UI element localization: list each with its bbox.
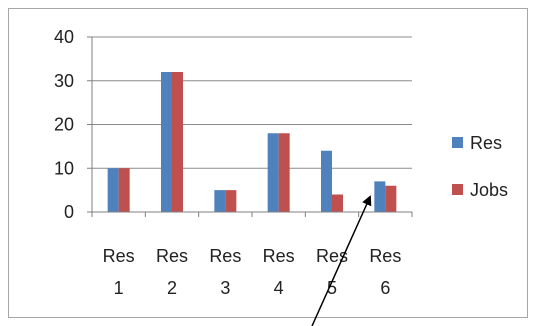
y-tick-label-30: 30	[54, 71, 74, 91]
legend-swatch-res	[452, 137, 463, 148]
bars	[107, 72, 397, 212]
bar-jobs-4	[278, 133, 290, 212]
axes	[87, 36, 413, 217]
x-category-label-2-line1: Res	[156, 246, 188, 266]
x-category-label-5-line2: 5	[327, 278, 337, 298]
y-tick-label-40: 40	[54, 27, 74, 47]
gridlines	[92, 36, 412, 169]
bar-res-2	[161, 72, 172, 212]
y-tick-label-10: 10	[54, 158, 74, 178]
bar-jobs-1	[118, 168, 130, 212]
x-category-label-5-line1: Res	[316, 246, 348, 266]
x-category-label-6-line2: 6	[380, 278, 390, 298]
bar-res-5	[321, 150, 332, 212]
legend-swatch-jobs	[452, 184, 463, 195]
x-category-label-4-line1: Res	[263, 246, 295, 266]
annotation-arrow	[311, 195, 372, 326]
x-category-label-1-line2: 1	[114, 278, 124, 298]
bar-res-6	[374, 181, 386, 212]
legend: Res Jobs	[452, 133, 508, 200]
arrow-annotation	[311, 195, 372, 326]
y-tick-label-20: 20	[54, 115, 74, 135]
y-tick-labels: 0 10 20 30 40	[54, 27, 74, 222]
x-category-label-3-line1: Res	[209, 246, 241, 266]
x-category-label-2-line2: 2	[167, 278, 177, 298]
bar-res-3	[214, 190, 226, 212]
x-category-label-1-line1: Res	[103, 246, 135, 266]
y-tick-label-0: 0	[64, 202, 74, 222]
legend-label-jobs: Jobs	[470, 180, 508, 200]
bar-res-4	[267, 133, 279, 212]
legend-label-res: Res	[470, 133, 502, 153]
bar-jobs-2	[172, 72, 183, 212]
x-category-label-4-line2: 4	[274, 278, 284, 298]
bar-jobs-3	[225, 190, 237, 212]
bar-jobs-5	[332, 194, 343, 212]
x-category-labels: Res 1 Res 2 Res 3 Res 4 Res 5 Res 6	[103, 246, 402, 298]
x-category-label-3-line2: 3	[220, 278, 230, 298]
bar-res-1	[107, 168, 119, 212]
x-category-label-6-line1: Res	[369, 246, 401, 266]
bar-jobs-6	[385, 185, 397, 212]
